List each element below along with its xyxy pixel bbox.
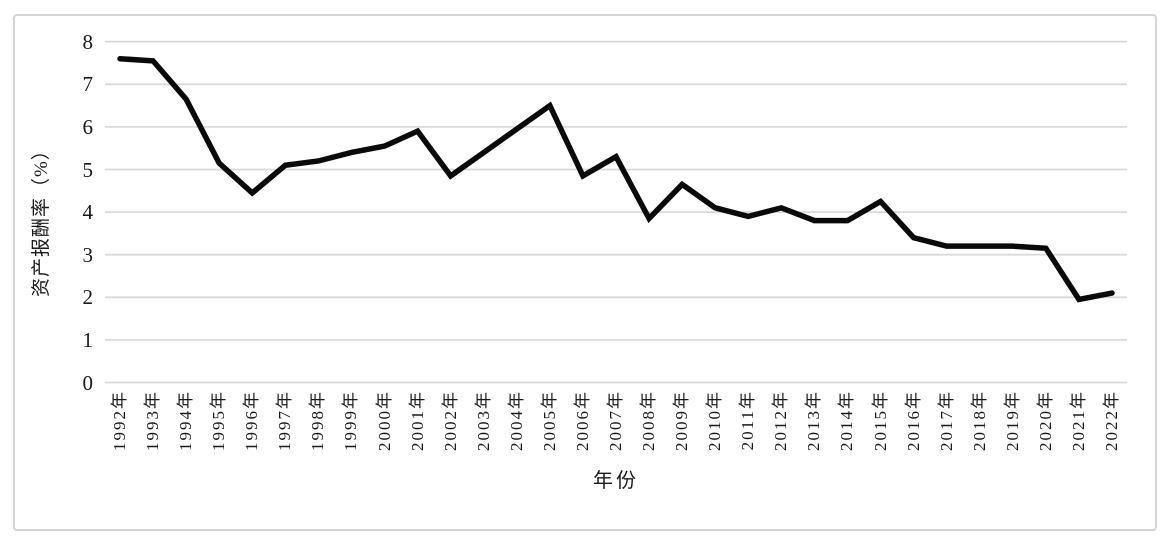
x-tick-label: 2017年	[937, 390, 957, 451]
x-tick-label-text: 2019年	[1002, 390, 1022, 451]
x-tick-label-text: 2007年	[606, 390, 625, 451]
x-tick-label: 1997年	[275, 390, 295, 451]
chart-frame	[13, 14, 1157, 531]
x-tick-label: 2001年	[408, 390, 428, 451]
x-tick-label: 2002年	[441, 390, 461, 451]
x-tick-label: 2021年	[1069, 390, 1089, 451]
x-tick-label: 2018年	[970, 390, 990, 451]
x-tick-label-text: 2004年	[506, 390, 526, 451]
x-tick-label: 2006年	[573, 390, 593, 451]
x-tick-label-text: 2017年	[936, 390, 956, 451]
x-tick-label: 2004年	[507, 390, 527, 451]
x-tick-label: 2007年	[606, 390, 626, 451]
x-tick-label-text: 2015年	[870, 390, 890, 451]
data-series-line	[117, 55, 1115, 303]
x-tick-label: 2005年	[540, 390, 560, 451]
x-tick-label-text: 1997年	[275, 390, 295, 451]
x-tick-label: 2009年	[672, 390, 692, 451]
x-tick-label-text: 2003年	[473, 390, 493, 451]
x-tick-label-text: 2020年	[1035, 390, 1055, 451]
x-tick-label-text: 2012年	[771, 390, 791, 451]
x-tick-label: 1994年	[176, 390, 196, 451]
x-tick-label-text: 2018年	[969, 390, 989, 451]
x-tick-label: 1995年	[209, 390, 229, 451]
y-tick-label: 3	[82, 242, 94, 267]
x-tick-label-text: 2011年	[738, 390, 758, 451]
y-tick-label: 2	[82, 285, 94, 310]
x-tick-label-text: 1993年	[143, 390, 163, 451]
y-tick-label: 0	[82, 370, 94, 395]
x-tick-label-text: 2001年	[407, 390, 427, 451]
x-tick-label: 2008年	[639, 390, 659, 451]
x-tick-label: 1996年	[242, 390, 262, 451]
x-axis-title: 年份	[593, 470, 639, 492]
x-tick-label-text: 1994年	[176, 390, 196, 451]
y-tick-label: 5	[82, 157, 94, 182]
x-tick-label: 2022年	[1102, 390, 1122, 451]
y-tick-label: 1	[82, 327, 94, 352]
x-tick-label: 1992年	[110, 390, 130, 451]
x-tick-label: 2010年	[705, 390, 725, 451]
x-tick-label: 1993年	[143, 390, 163, 451]
x-tick-label: 2000年	[375, 390, 395, 451]
x-tick-label-text: 1992年	[110, 390, 129, 451]
x-tick-label-text: 2005年	[539, 390, 559, 451]
x-tick-label-text: 2010年	[705, 390, 725, 451]
x-tick-label-text: 2006年	[572, 390, 592, 451]
x-tick-label-text: 1995年	[209, 390, 229, 451]
x-tick-label-text: 2002年	[440, 390, 460, 451]
x-tick-label-text: 2016年	[903, 390, 923, 451]
x-tick-label: 2014年	[837, 390, 857, 451]
y-tick-label: 8	[82, 29, 94, 54]
x-tick-label: 2003年	[474, 390, 494, 451]
x-tick-label: 2013年	[804, 390, 824, 451]
x-tick-label-text: 2013年	[804, 390, 824, 451]
y-axis-title: 资产报酬率（%）	[31, 140, 52, 297]
y-tick-label: 7	[82, 72, 94, 97]
y-tick-label: 4	[82, 200, 94, 225]
x-tick-label: 1999年	[341, 390, 361, 451]
x-tick-label: 2015年	[871, 390, 891, 451]
x-tick-label: 2019年	[1003, 390, 1023, 451]
x-tick-label: 1998年	[308, 390, 328, 451]
x-tick-label-text: 1999年	[341, 390, 361, 451]
x-tick-label-text: 1996年	[242, 390, 262, 451]
x-tick-label: 2016年	[904, 390, 924, 451]
x-tick-label-text: 2000年	[374, 390, 394, 451]
x-tick-label: 2020年	[1036, 390, 1056, 451]
x-tick-label-text: 2014年	[837, 390, 857, 451]
x-tick-label-text: 2009年	[672, 390, 692, 451]
x-tick-label: 2011年	[738, 390, 758, 450]
x-tick-label-text: 1998年	[308, 390, 328, 451]
x-tick-label-text: 2008年	[639, 390, 659, 451]
x-tick-label-text: 2022年	[1102, 390, 1121, 451]
y-tick-label: 6	[82, 114, 94, 139]
x-tick-label-text: 2021年	[1068, 390, 1088, 451]
x-tick-label: 2012年	[771, 390, 791, 451]
y-axis-title-wrap: 资产报酬率（%）	[30, 140, 54, 321]
